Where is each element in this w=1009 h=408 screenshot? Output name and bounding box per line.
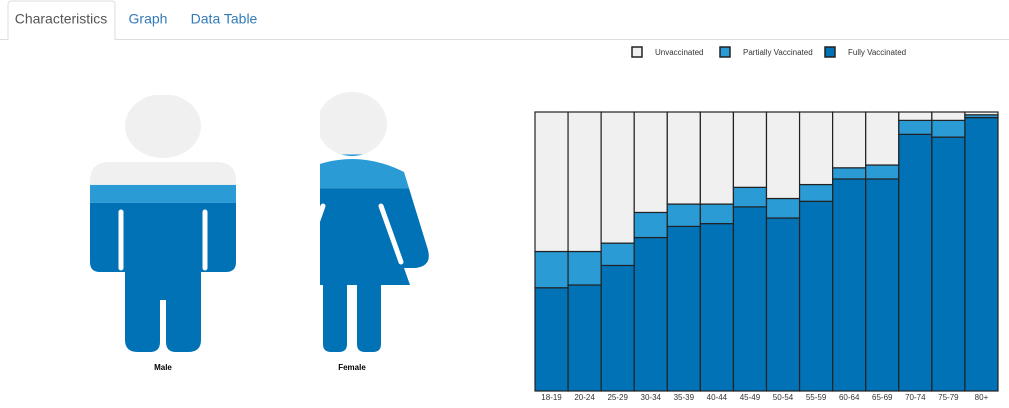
bar-segment (964, 116, 999, 392)
bar-segment (633, 236, 668, 392)
x-tick-label: 20-24 (574, 393, 595, 402)
figure-fill (90, 202, 236, 352)
bar-segment (633, 111, 668, 214)
figure-fill (90, 95, 236, 185)
legend-swatch (719, 46, 731, 58)
legend-label: Unvaccinated (655, 48, 703, 57)
bar-segment (699, 203, 735, 225)
x-tick-label: 18-19 (541, 393, 562, 402)
x-tick-label: 50-54 (773, 393, 794, 402)
x-tick-label: 75-79 (938, 393, 959, 402)
bar-segment (865, 164, 900, 180)
bar-segment (832, 178, 867, 392)
bar-segment (633, 211, 668, 239)
bar-segment (732, 186, 768, 208)
figure-fill (320, 188, 429, 352)
bar-segment (798, 183, 834, 202)
active-tab[interactable] (7, 0, 116, 40)
legend-swatch (631, 46, 643, 58)
male-figure (90, 95, 236, 352)
bar-segment (600, 111, 635, 244)
figure-fill (90, 184, 236, 203)
x-tick-label: 60-64 (839, 393, 860, 402)
bar-segment (567, 111, 602, 253)
bar-segment (699, 111, 735, 205)
bar-segment (931, 119, 966, 138)
bar-segment (765, 111, 801, 200)
bar-segment (567, 284, 602, 392)
bar-segment (600, 242, 635, 267)
bar-segment (666, 111, 701, 205)
legend-swatch (824, 46, 836, 58)
bar-segment (898, 119, 933, 135)
bar-segment (567, 250, 602, 286)
tab[interactable]: Data Table (191, 11, 258, 27)
bar-segment (898, 111, 933, 121)
bar-segment (931, 136, 966, 392)
female-figure (320, 92, 429, 352)
bar-segment (765, 197, 801, 219)
bar-segment (534, 250, 569, 289)
x-tick-label: 80+ (975, 393, 989, 402)
tab-gap (8, 39, 115, 41)
bar-segment (832, 111, 867, 169)
tab[interactable]: Graph (129, 11, 168, 27)
figure-label: Male (154, 363, 172, 372)
x-tick-label: 45-49 (740, 393, 761, 402)
bar-segment (898, 133, 933, 392)
bar-segment (798, 111, 834, 186)
figure-separators (118, 203, 404, 271)
x-tick-label: 70-74 (905, 393, 926, 402)
tab[interactable]: Characteristics (15, 11, 108, 27)
bar-segment (865, 178, 900, 392)
bar-segment (732, 111, 768, 188)
bar-segment (534, 111, 569, 253)
legend-label: Partially Vaccinated (743, 48, 813, 57)
bar-segment (765, 217, 801, 392)
bar-segment (865, 111, 900, 166)
bar-segment (798, 200, 834, 392)
x-tick-label: 25-29 (607, 393, 628, 402)
figure-fill (320, 92, 429, 155)
bar-segment (666, 225, 701, 392)
bar-segment (699, 223, 735, 392)
x-tick-label: 35-39 (674, 393, 695, 402)
bar-segment (666, 203, 701, 227)
legend-label: Fully Vaccinated (848, 48, 906, 57)
x-tick-label: 40-44 (707, 393, 728, 402)
bar-segment (732, 206, 768, 392)
bar-segment (600, 264, 635, 392)
x-tick-label: 55-59 (806, 393, 827, 402)
bar-segment (832, 167, 867, 180)
bar-segment (931, 111, 966, 121)
x-tick-label: 65-69 (872, 393, 893, 402)
bar-segment (964, 111, 999, 116)
x-tick-label: 30-34 (641, 393, 662, 402)
figure-label: Female (338, 363, 366, 372)
figure-fill (320, 154, 429, 189)
bar-segment (534, 287, 569, 392)
